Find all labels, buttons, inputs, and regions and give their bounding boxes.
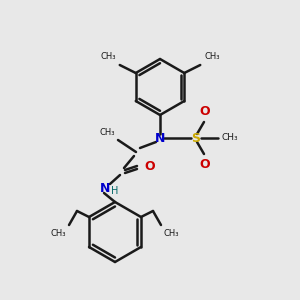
Text: O: O bbox=[144, 160, 154, 172]
Text: S: S bbox=[191, 131, 200, 145]
Text: CH₃: CH₃ bbox=[204, 52, 220, 61]
Text: CH₃: CH₃ bbox=[222, 134, 238, 142]
Text: O: O bbox=[200, 158, 210, 171]
Text: N: N bbox=[100, 182, 110, 194]
Text: CH₃: CH₃ bbox=[164, 229, 179, 238]
Text: CH₃: CH₃ bbox=[100, 128, 115, 137]
Text: CH₃: CH₃ bbox=[50, 229, 66, 238]
Text: O: O bbox=[200, 105, 210, 118]
Text: N: N bbox=[155, 131, 165, 145]
Text: CH₃: CH₃ bbox=[100, 52, 116, 61]
Text: H: H bbox=[111, 186, 118, 196]
